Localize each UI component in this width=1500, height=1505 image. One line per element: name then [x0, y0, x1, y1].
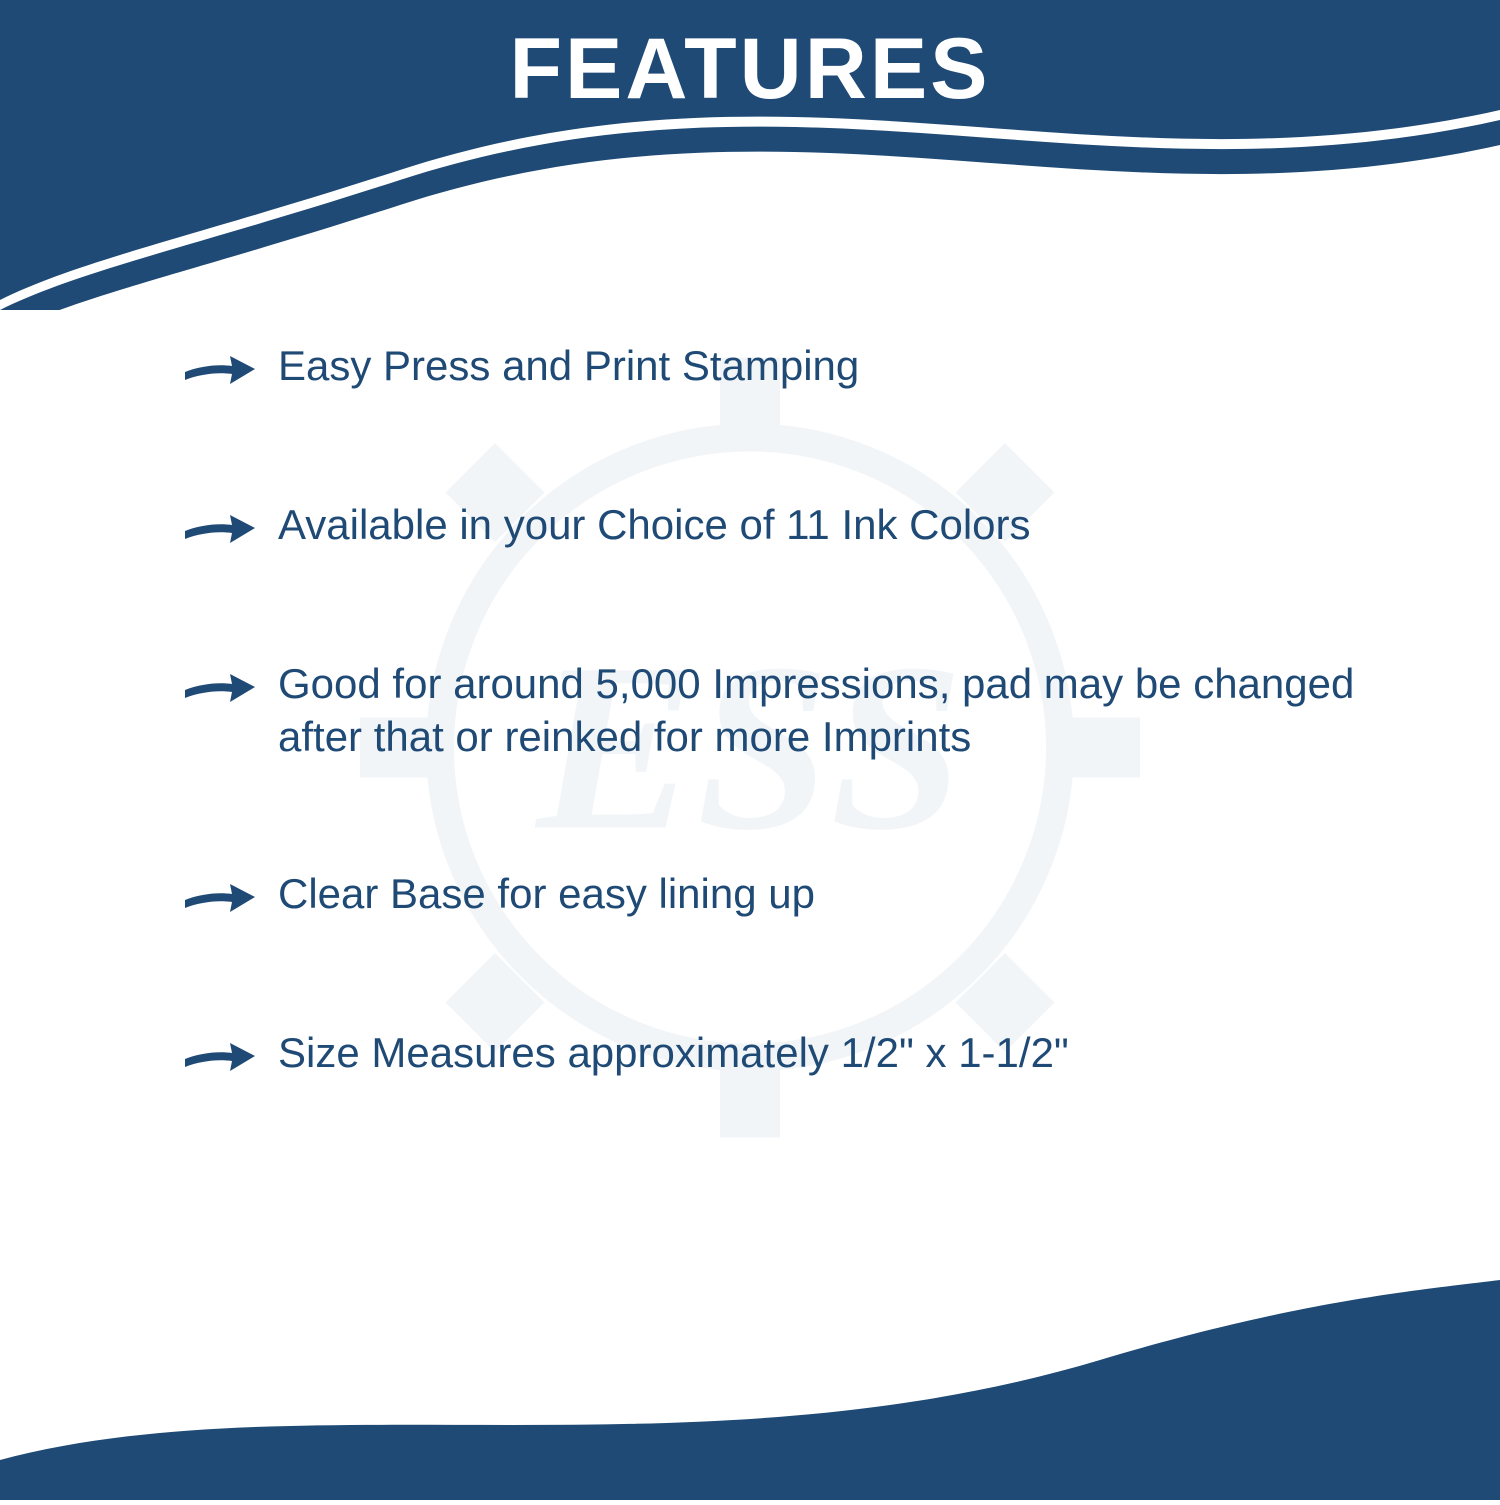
feature-item: Clear Base for easy lining up	[180, 868, 1380, 922]
feature-item: Good for around 5,000 Impressions, pad m…	[180, 658, 1380, 763]
feature-item: Easy Press and Print Stamping	[180, 340, 1380, 394]
feature-item: Size Measures approximately 1/2" x 1-1/2…	[180, 1027, 1380, 1081]
page-title: FEATURES	[0, 20, 1500, 119]
arrow-icon	[180, 344, 260, 394]
feature-text: Clear Base for easy lining up	[278, 868, 815, 921]
feature-text: Available in your Choice of 11 Ink Color…	[278, 499, 1031, 552]
footer-wave	[0, 1280, 1500, 1500]
feature-text: Size Measures approximately 1/2" x 1-1/2…	[278, 1027, 1069, 1080]
feature-text: Easy Press and Print Stamping	[278, 340, 859, 393]
arrow-icon	[180, 1031, 260, 1081]
feature-item: Available in your Choice of 11 Ink Color…	[180, 499, 1380, 553]
feature-text: Good for around 5,000 Impressions, pad m…	[278, 658, 1380, 763]
features-list: Easy Press and Print Stamping Available …	[180, 340, 1380, 1186]
arrow-icon	[180, 503, 260, 553]
arrow-icon	[180, 662, 260, 712]
arrow-icon	[180, 872, 260, 922]
